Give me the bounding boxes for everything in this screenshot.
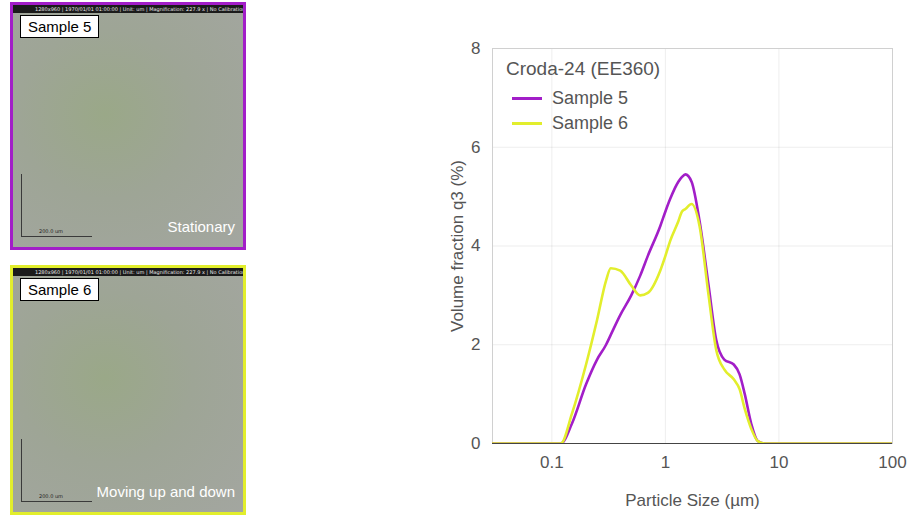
html-text:Stationary: Stationary xyxy=(167,218,235,235)
html-text:200.0 um: 200.0 um xyxy=(39,493,63,499)
html-text:Sample 6: Sample 6 xyxy=(28,281,92,298)
svg-text:1: 1 xyxy=(661,453,670,472)
html-text:1280x960 | 1970/01/01 01:00:00: 1280x960 | 1970/01/01 01:00:00 | Unit: u… xyxy=(35,269,246,275)
svg-text:10: 10 xyxy=(769,453,788,472)
svg-text:0.1: 0.1 xyxy=(540,453,564,472)
html-text:Croda-24 (EE360): Croda-24 (EE360) xyxy=(506,58,661,79)
svg-text:8: 8 xyxy=(471,39,480,58)
html-text:Sample 6: Sample 6 xyxy=(552,113,628,133)
svg-text:4: 4 xyxy=(471,236,480,255)
svg-text:Volume fraction q3 (%): Volume fraction q3 (%) xyxy=(448,160,467,332)
svg-text:Particle Size (µm): Particle Size (µm) xyxy=(625,491,759,510)
svg-text:0: 0 xyxy=(471,434,480,453)
html-text:Sample 5: Sample 5 xyxy=(28,18,92,35)
html-text:Moving up and down: Moving up and down xyxy=(96,483,235,500)
svg-text:6: 6 xyxy=(471,138,480,157)
html-text:Sample 5: Sample 5 xyxy=(552,88,628,108)
svg-text:100: 100 xyxy=(878,453,906,472)
html-text:1280x960 | 1970/01/01 01:00:00: 1280x960 | 1970/01/01 01:00:00 | Unit: u… xyxy=(35,6,246,12)
html-text:200.0 um: 200.0 um xyxy=(39,228,63,234)
svg-text:2: 2 xyxy=(471,335,480,354)
